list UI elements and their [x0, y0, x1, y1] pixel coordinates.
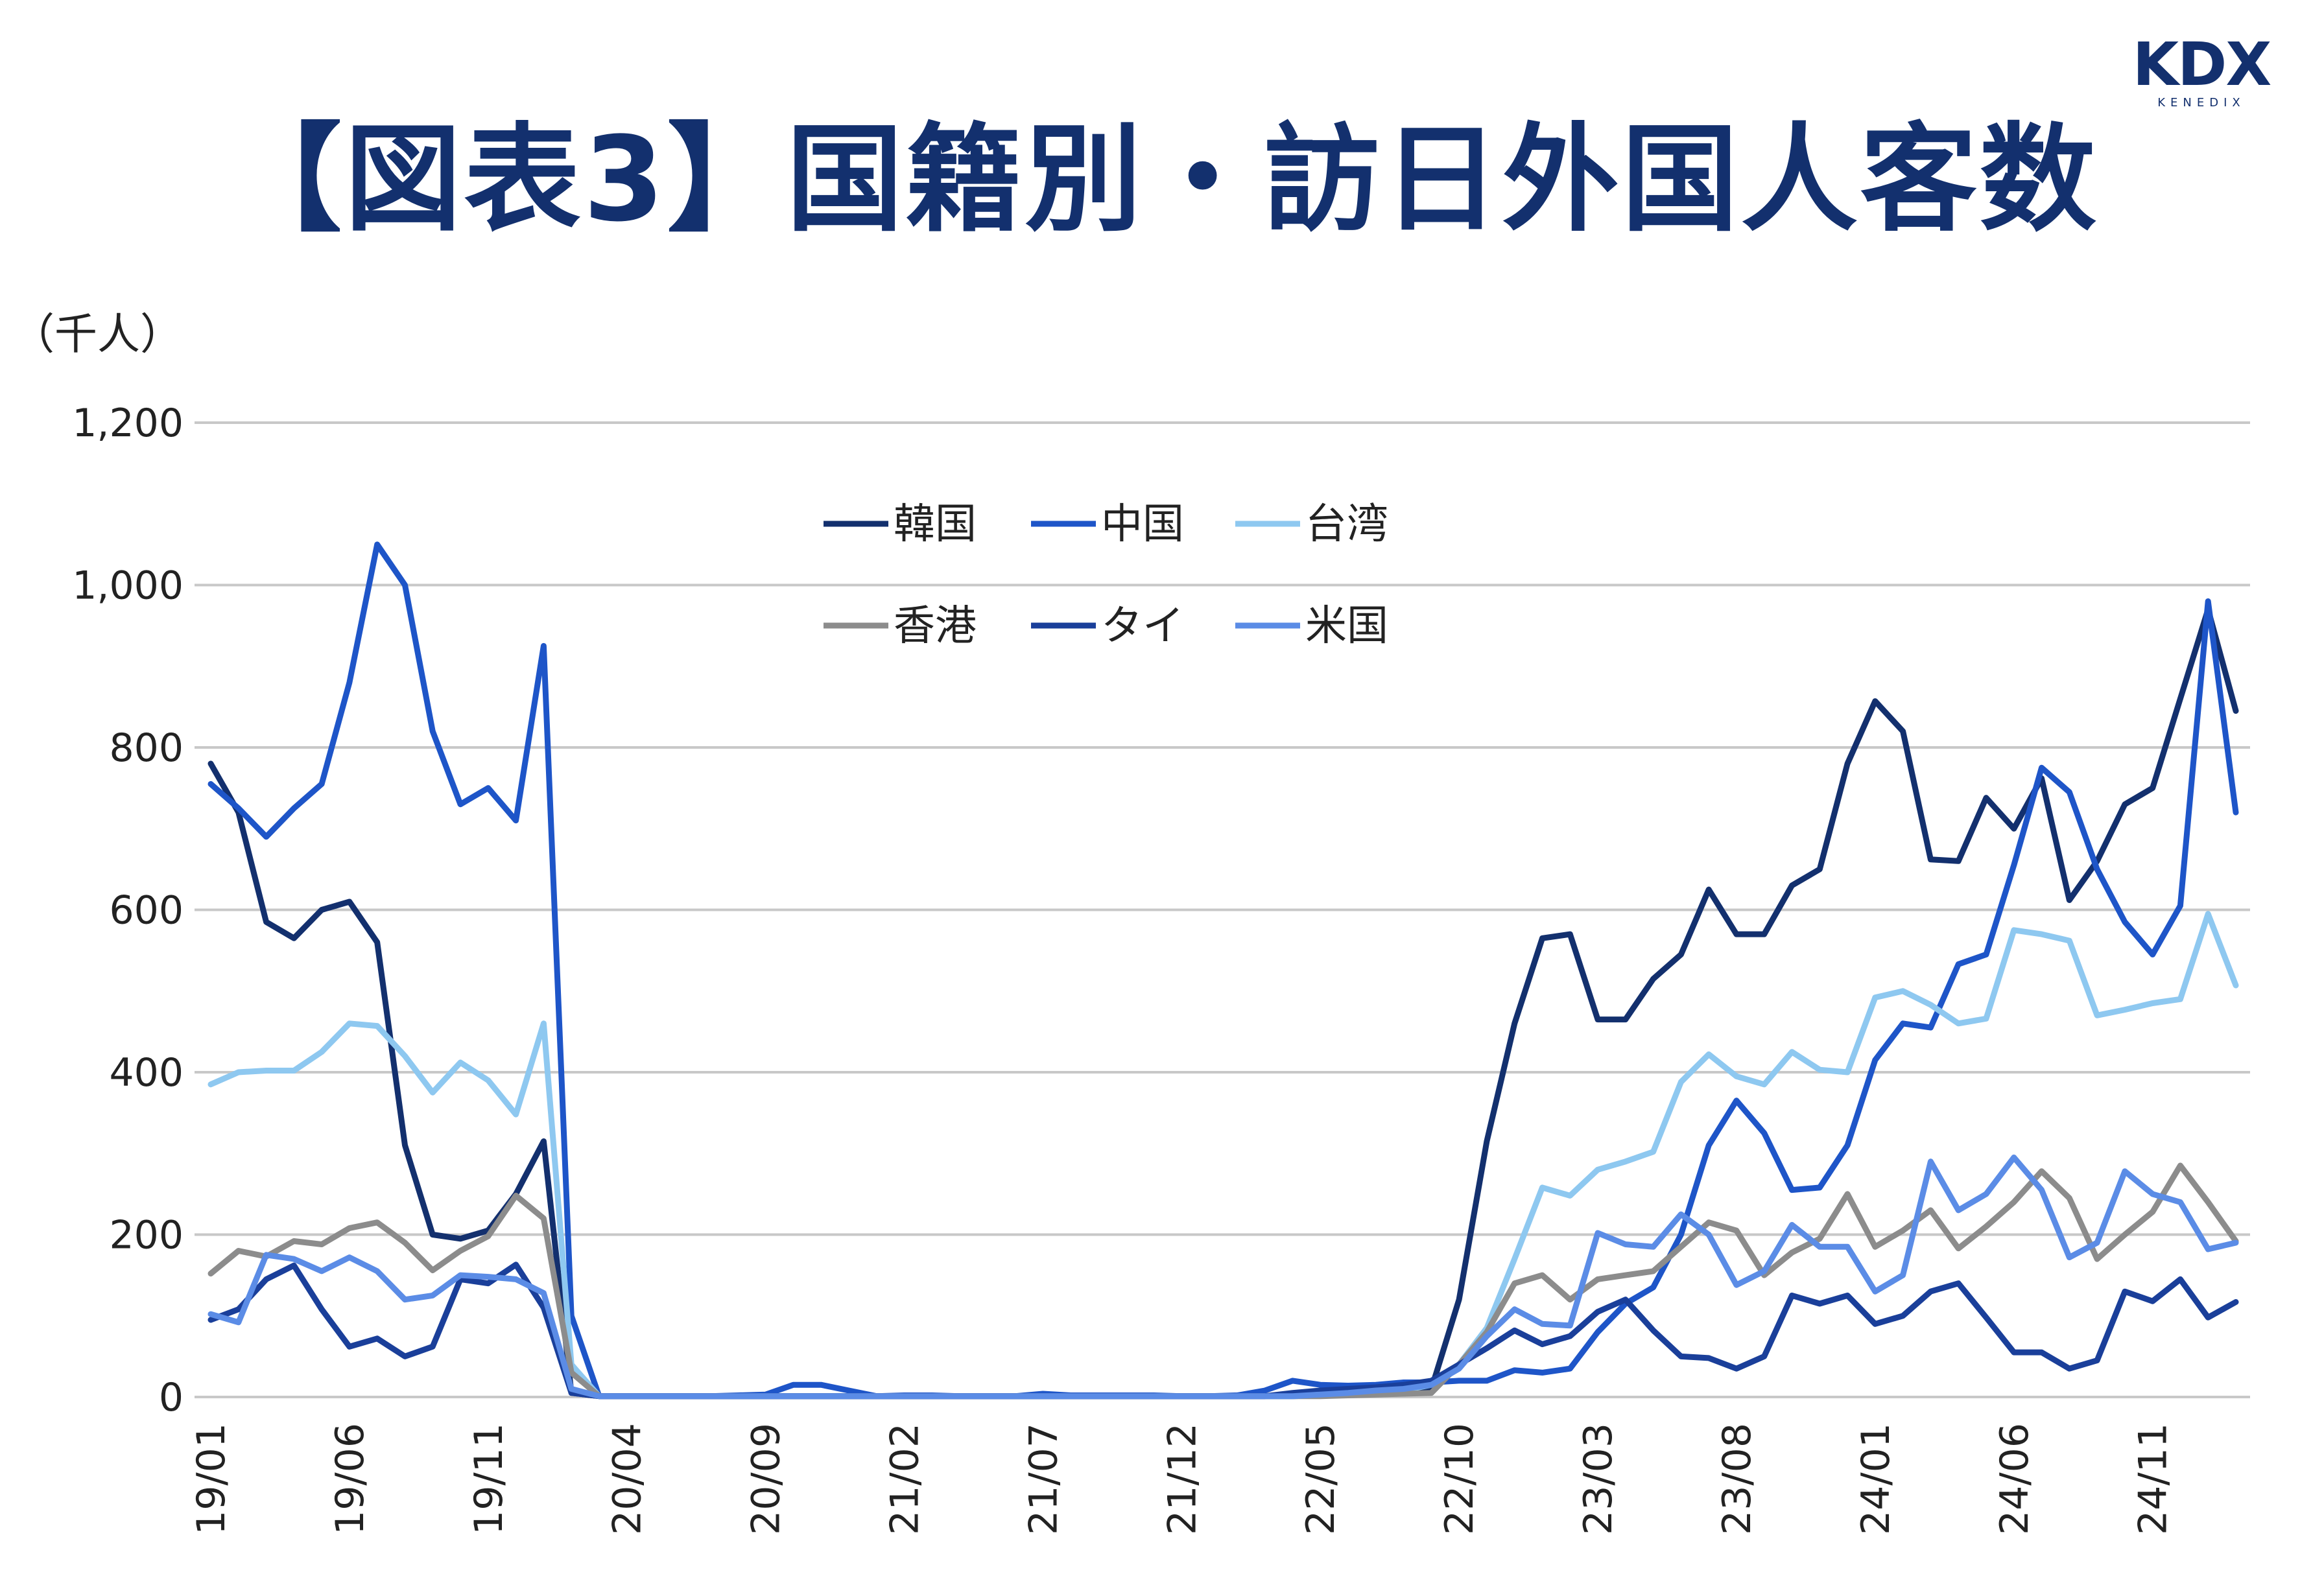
legend-label: 中国 [1101, 500, 1184, 548]
x-axis-ticks: 19/01 19/06 19/11 20/04 20/09 21/02 21/07 21/12… [189, 1423, 2176, 1535]
legend-label: タイ [1101, 602, 1184, 650]
y-tick-label: 1,200 [72, 401, 184, 446]
legend-label: 香港 [894, 602, 977, 650]
y-tick-label: 800 [109, 725, 184, 771]
logo-main-text: KDX [2132, 30, 2272, 99]
x-tick-label: 20/09 [744, 1423, 789, 1535]
x-tick-label: 24/11 [2131, 1423, 2176, 1535]
y-tick-label: 200 [109, 1213, 184, 1258]
x-tick-label: 22/10 [1437, 1423, 1482, 1535]
series-lines [208, 541, 2239, 1400]
x-tick-label: 24/01 [1853, 1423, 1899, 1535]
x-tick-label: 20/04 [605, 1423, 650, 1535]
x-tick-label: 24/06 [1992, 1423, 2037, 1535]
x-tick-label: 22/05 [1298, 1423, 1344, 1535]
x-tick-label: 21/02 [883, 1423, 928, 1535]
y-axis-ticks: 0 200 400 600 800 1,000 1,200 [72, 401, 184, 1420]
y-axis-unit-label: （千人） [12, 309, 183, 359]
legend-label: 米国 [1305, 602, 1388, 650]
grid-lines [195, 421, 2250, 1398]
y-tick-label: 1,000 [72, 563, 184, 609]
x-tick-label: 19/01 [189, 1423, 234, 1535]
y-tick-label: 600 [109, 888, 184, 933]
series-line-タイ [208, 1262, 2239, 1400]
x-tick-label: 23/03 [1576, 1423, 1621, 1535]
x-tick-label: 21/07 [1021, 1423, 1066, 1535]
x-tick-label: 21/12 [1159, 1423, 1205, 1535]
legend-label: 台湾 [1305, 500, 1388, 548]
x-tick-label: 23/08 [1714, 1423, 1760, 1535]
page-title: 【図表3】国籍別・訪日外国人客数 [225, 112, 2099, 248]
logo-sub-text: KENEDIX [2157, 96, 2246, 110]
x-tick-label: 19/06 [327, 1423, 373, 1535]
legend-label: 韓国 [894, 500, 977, 548]
x-tick-label: 19/11 [466, 1423, 512, 1535]
series-line-台湾 [208, 911, 2239, 1400]
series-line-米国 [208, 1155, 2239, 1400]
kdx-logo: KDX KENEDIX [2120, 32, 2282, 110]
y-tick-label: 0 [159, 1375, 184, 1420]
y-tick-label: 400 [109, 1050, 184, 1096]
